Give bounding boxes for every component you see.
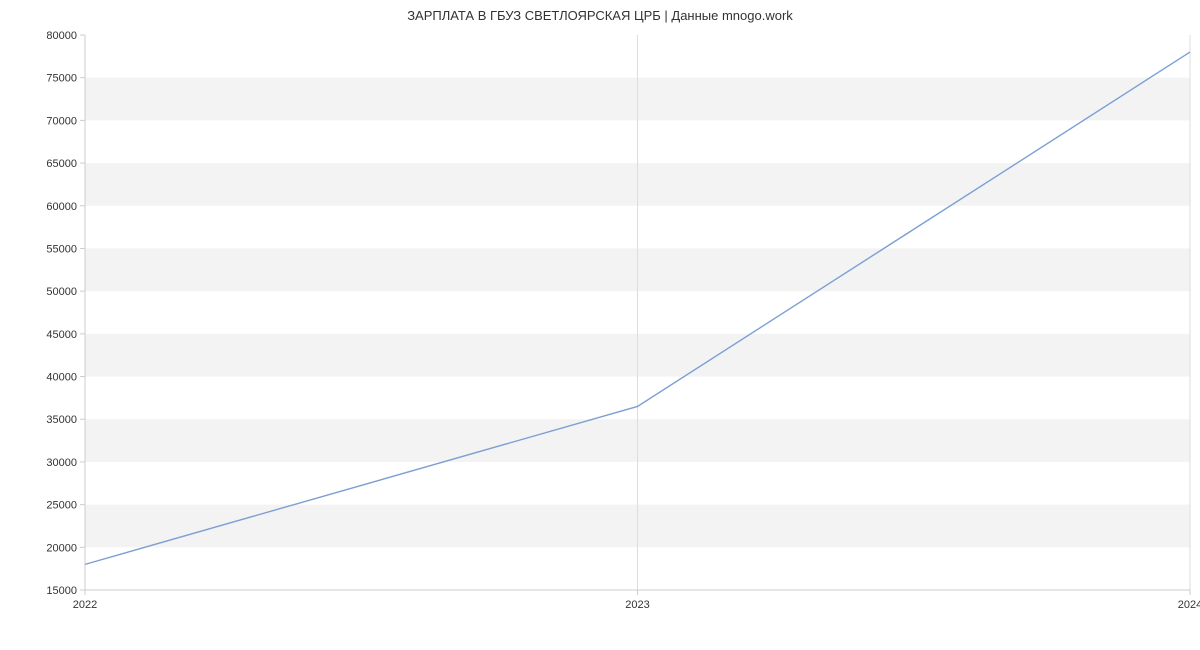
x-tick-label: 2024 xyxy=(1178,599,1200,611)
y-tick-label: 70000 xyxy=(46,115,77,127)
y-tick-label: 50000 xyxy=(46,286,77,298)
salary-line-chart: ЗАРПЛАТА В ГБУЗ СВЕТЛОЯРСКАЯ ЦРБ | Данны… xyxy=(0,0,1200,650)
y-tick-label: 60000 xyxy=(46,201,77,213)
y-tick-label: 30000 xyxy=(46,457,77,469)
y-tick-label: 65000 xyxy=(46,158,77,170)
y-tick-label: 75000 xyxy=(46,73,77,85)
y-tick-label: 20000 xyxy=(46,542,77,554)
x-tick-label: 2023 xyxy=(625,599,649,611)
y-tick-label: 25000 xyxy=(46,500,77,512)
y-tick-label: 40000 xyxy=(46,372,77,384)
y-tick-label: 45000 xyxy=(46,329,77,341)
y-tick-label: 55000 xyxy=(46,243,77,255)
y-tick-label: 80000 xyxy=(46,30,77,42)
y-tick-label: 35000 xyxy=(46,414,77,426)
chart-svg: 15000 20000 25000 30000 35000 40000 45000 50000… xyxy=(0,0,1200,650)
x-tick-label: 2022 xyxy=(73,599,97,611)
y-tick-label: 15000 xyxy=(46,585,77,597)
